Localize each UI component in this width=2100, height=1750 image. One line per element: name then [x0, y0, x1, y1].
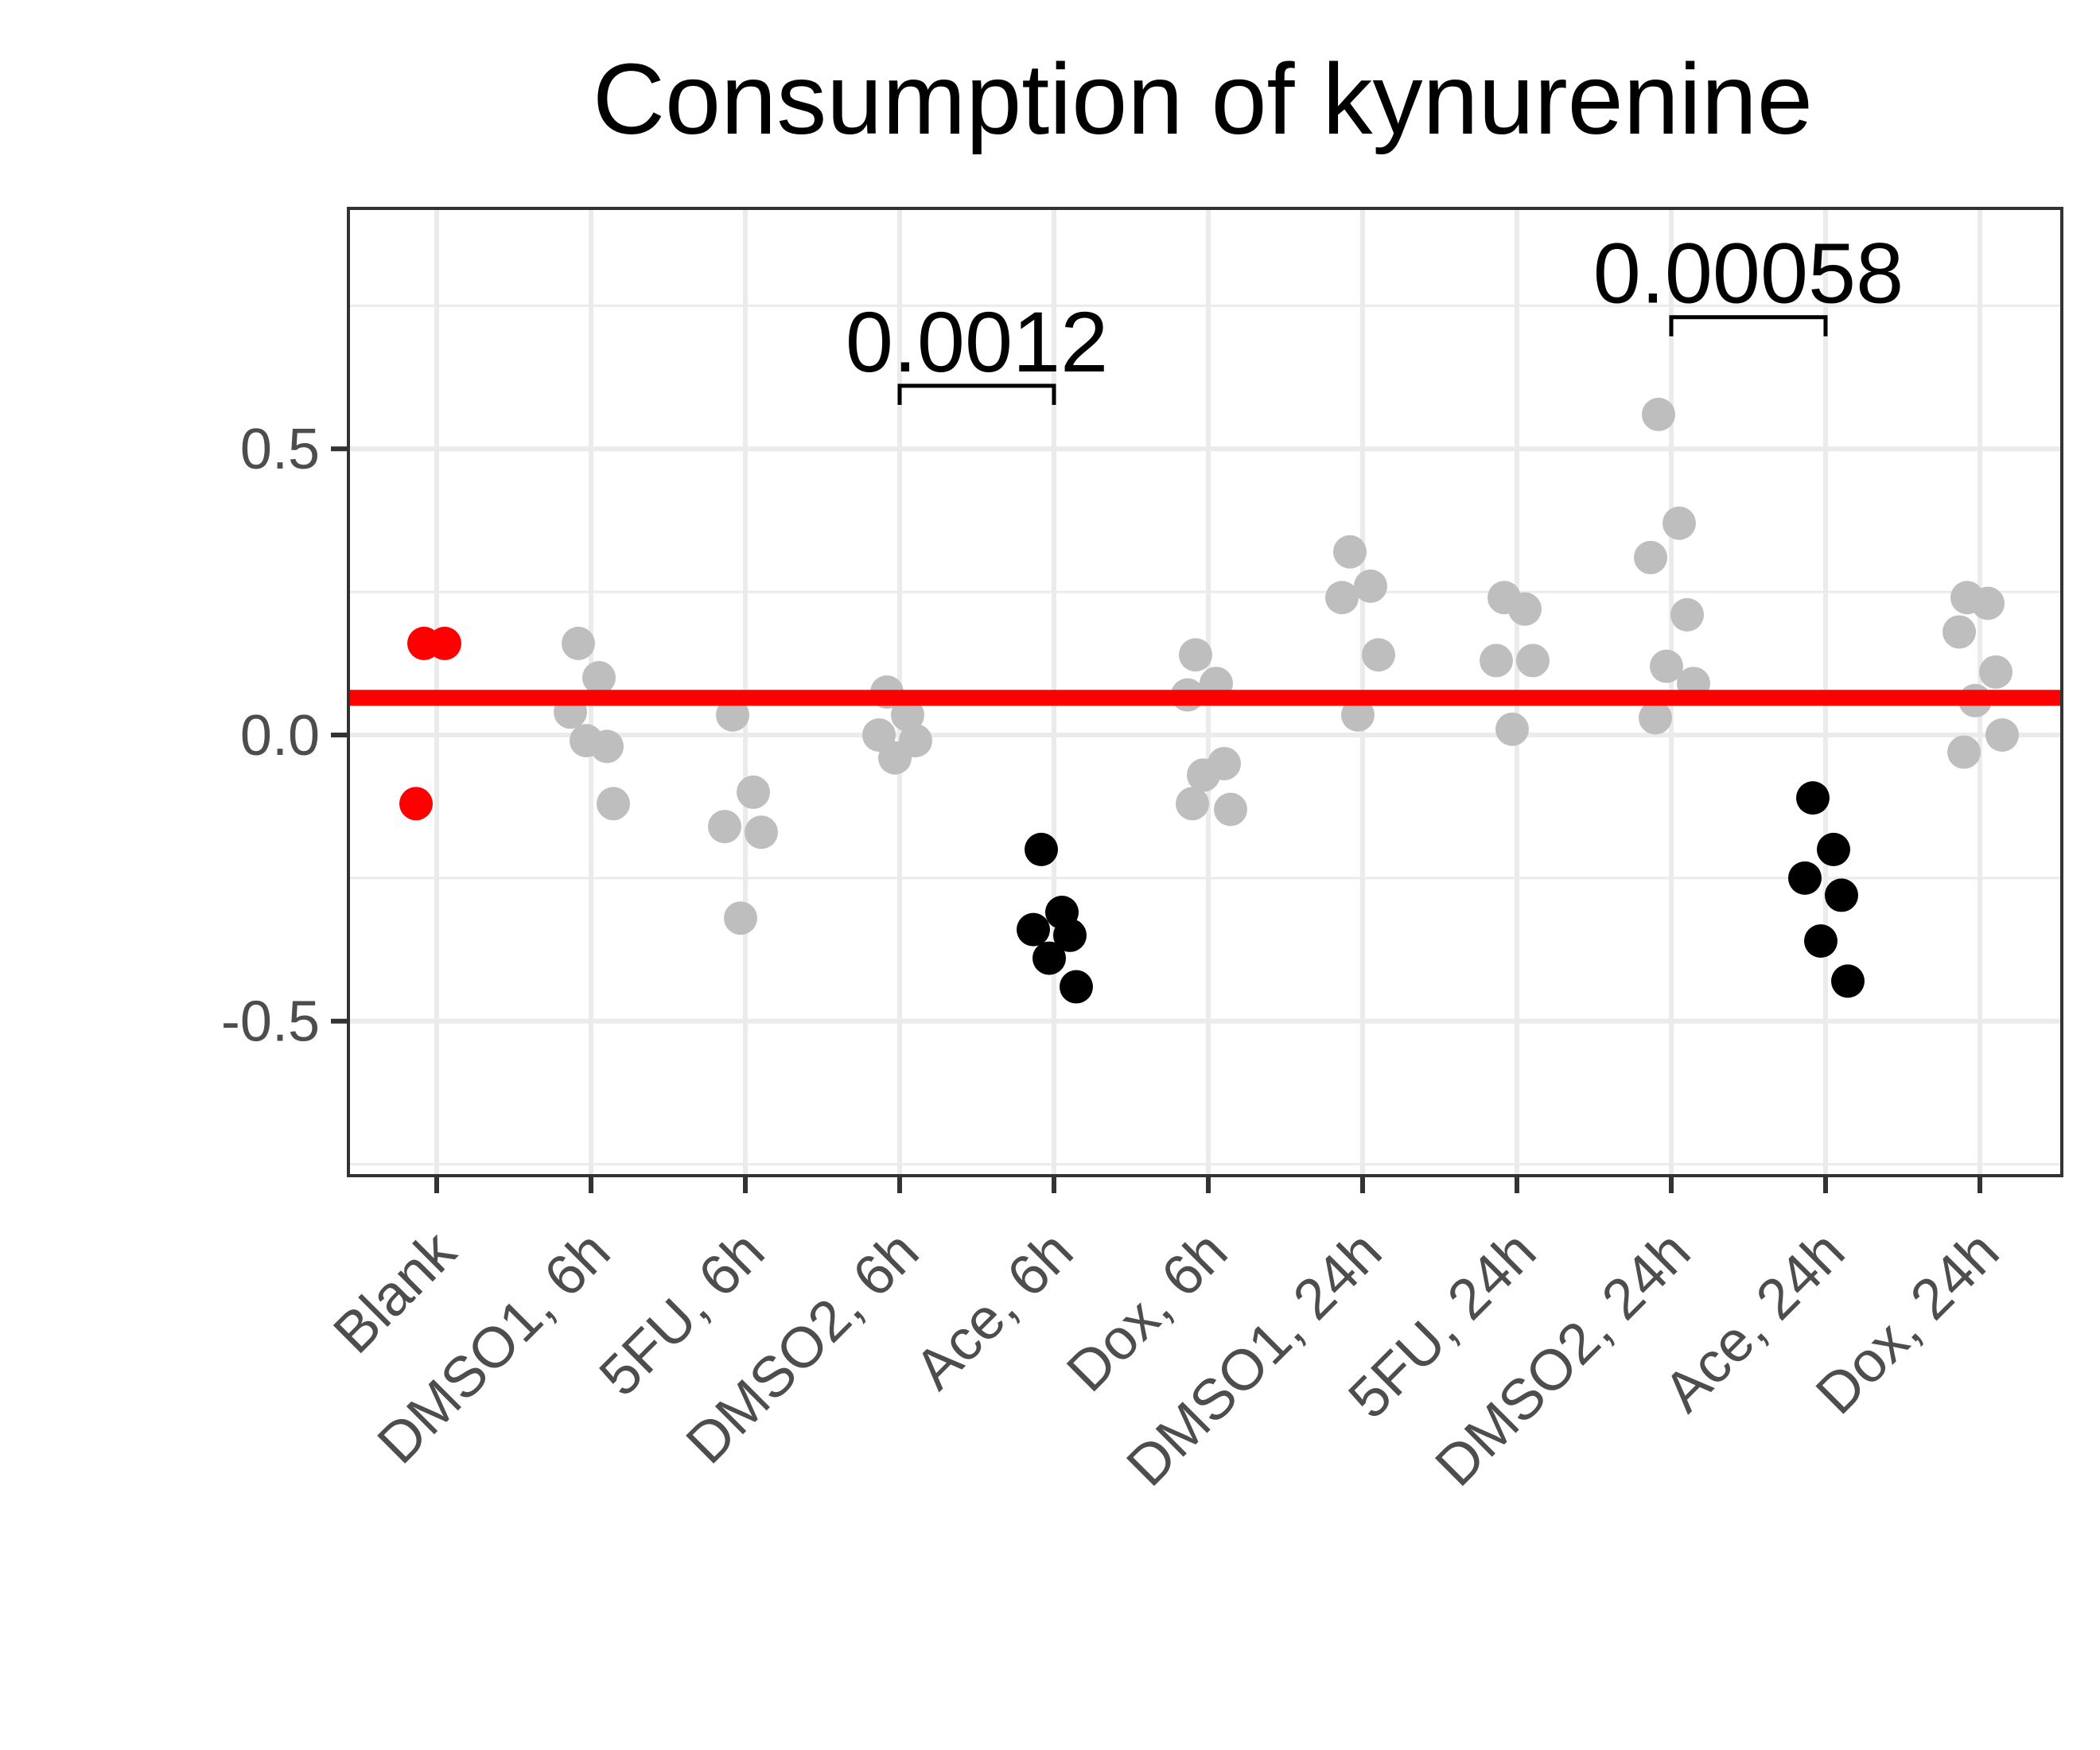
data-point [399, 787, 433, 821]
data-point [724, 901, 757, 935]
data-point [745, 815, 778, 850]
data-point [708, 810, 741, 844]
data-point [1333, 535, 1367, 569]
data-point [1979, 655, 2012, 689]
data-point [1650, 649, 1683, 683]
data-point [1025, 832, 1058, 866]
data-point [1032, 941, 1066, 975]
y-tick-label: 0.5 [240, 418, 320, 481]
data-point [1187, 758, 1220, 792]
data-point [1354, 569, 1387, 603]
data-point [1516, 644, 1550, 678]
data-point [878, 741, 912, 775]
p-value-label: 0.0012 [846, 294, 1108, 390]
data-point [582, 661, 616, 695]
data-point [1508, 592, 1542, 626]
data-point [1214, 792, 1247, 826]
data-point [1060, 970, 1093, 1004]
data-point [562, 626, 595, 660]
data-point [1662, 506, 1696, 540]
data-point [1971, 586, 2005, 620]
data-point [1831, 964, 1865, 998]
data-point [1642, 398, 1675, 432]
p-value-label: 0.00058 [1593, 225, 1904, 321]
data-point [1639, 701, 1672, 735]
data-point [570, 724, 603, 758]
data-point [1325, 581, 1359, 615]
y-tick-label: -0.5 [221, 990, 320, 1054]
data-point [1942, 615, 1976, 649]
data-point [1670, 597, 1704, 632]
panel-border [347, 207, 2063, 1177]
data-point [1053, 918, 1087, 952]
data-point [1788, 861, 1822, 895]
data-point [716, 698, 749, 732]
data-point [428, 626, 461, 660]
significance-bracket [897, 383, 1056, 406]
data-point [891, 698, 924, 732]
y-tick-label: 0.0 [240, 704, 320, 768]
data-point [1017, 912, 1050, 947]
data-point [1634, 540, 1667, 574]
data-point [1796, 781, 1830, 815]
data-point [597, 787, 630, 821]
data-point [1495, 712, 1529, 746]
data-point [1480, 644, 1513, 678]
data-point [1179, 638, 1212, 672]
data-point [1362, 638, 1395, 672]
data-point [1176, 787, 1209, 821]
data-point [1985, 718, 2019, 752]
data-point [1341, 698, 1375, 732]
data-point [1947, 735, 1981, 769]
data-point [737, 775, 770, 809]
data-point [1825, 878, 1858, 912]
data-point [1817, 832, 1850, 866]
significance-bracket [1669, 315, 1828, 336]
chart-title: Consumption of kynurenine [593, 43, 1813, 155]
data-point [1804, 924, 1838, 958]
